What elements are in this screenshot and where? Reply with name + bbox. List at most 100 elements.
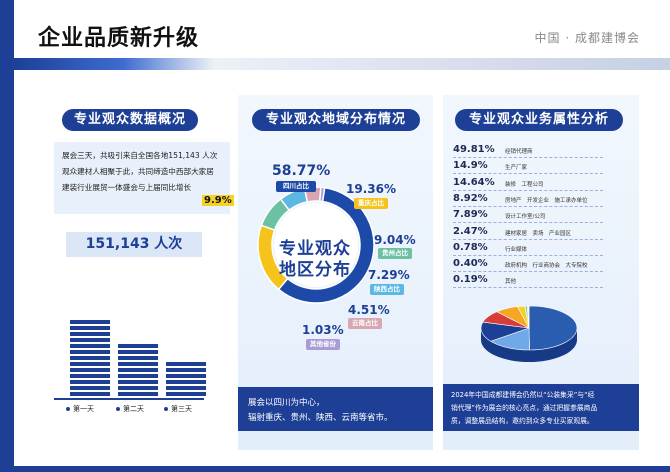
business-label: 政府机构 行业商协会 大专院校 bbox=[505, 263, 588, 270]
day-bar-segment bbox=[118, 356, 158, 360]
day-bar-segment bbox=[118, 368, 158, 372]
day-bar bbox=[70, 320, 110, 396]
day-bar-segment bbox=[70, 386, 110, 390]
business-pct: 0.19% bbox=[453, 274, 488, 286]
day-bar-segment bbox=[70, 326, 110, 330]
desc-line-1: 展会三天，共吸引来自全国各地151,143 人次 bbox=[62, 151, 218, 160]
day-bar-segment bbox=[118, 374, 158, 378]
daily-visitors-bar-chart bbox=[70, 320, 206, 396]
business-label: 生产厂家 bbox=[505, 165, 528, 172]
chongqing-tag: 重庆占比 bbox=[354, 198, 388, 209]
day2-label: 第二天 bbox=[116, 404, 144, 414]
region-summary: 展会以四川为中心， 辐射重庆、贵州、陕西、云南等省市。 bbox=[238, 387, 433, 431]
business-pct: 49.81% bbox=[453, 144, 495, 155]
business-pct: 14.9% bbox=[453, 160, 488, 172]
region-summary-line2: 辐射重庆、贵州、陕西、云南等省市。 bbox=[248, 413, 393, 423]
business-row: 8.92% 房地产 开发企业 施工承办单位 bbox=[453, 192, 603, 207]
brand-logo-text: 中国 · 成都建博会 bbox=[534, 31, 640, 45]
audience-overview-panel: 专业观众数据概况 展会三天，共吸引来自全国各地151,143 人次 观众建材人相… bbox=[40, 95, 234, 450]
day-bar-segment bbox=[70, 356, 110, 360]
region-summary-line1: 展会以四川为中心， bbox=[248, 398, 325, 408]
business-summary-line3: 质，调整展品结构，邀约到众多专业买家观展。 bbox=[451, 417, 594, 425]
business-label: 装修 工程公司 bbox=[505, 181, 544, 188]
day-bar-segment bbox=[166, 374, 206, 378]
day-bar-segment bbox=[70, 320, 110, 324]
day-bar-segment bbox=[118, 380, 158, 384]
business-row: 7.89% 设计工作室/公司 bbox=[453, 208, 603, 224]
other-tag: 其他省份 bbox=[306, 339, 340, 350]
business-label: 其他 bbox=[505, 279, 517, 286]
day-bar-segment bbox=[70, 332, 110, 336]
day-bar-segment bbox=[118, 386, 158, 390]
donut-hole bbox=[274, 203, 358, 287]
business-row: 0.40% 政府机构 行业商协会 大专院校 bbox=[453, 257, 603, 273]
business-pct: 7.89% bbox=[453, 209, 488, 221]
title-underline bbox=[14, 58, 214, 70]
day-bar-segment bbox=[166, 362, 206, 366]
guizhou-tag: 贵州占比 bbox=[378, 248, 412, 259]
business-row: 2.47% 建材家居 卖场 产业园区 bbox=[453, 225, 603, 240]
business-row: 0.78% 行业媒体 bbox=[453, 241, 603, 256]
business-attribute-panel: 专业观众业务属性分析 49.81% 经销代理商 14.9% 生产厂家 14.64% 装修 … bbox=[443, 95, 639, 450]
growth-highlight: 9.9% bbox=[202, 195, 234, 206]
region-donut-chart bbox=[257, 186, 375, 304]
sichuan-tag: 四川占比 bbox=[276, 181, 316, 192]
pie-slice bbox=[528, 305, 578, 351]
day-bar-segment bbox=[118, 344, 158, 348]
business-summary-line2: 销代理”作为展会的核心亮点，通过把握参展商品 bbox=[451, 404, 598, 412]
business-pie-chart bbox=[480, 305, 578, 362]
yunnan-pct: 4.51% bbox=[348, 303, 390, 317]
donut-center-line1: 专业观众 bbox=[279, 239, 351, 259]
day-bar-segment bbox=[118, 350, 158, 354]
bottom-accent-bar bbox=[0, 466, 670, 472]
day-bar-segment bbox=[118, 392, 158, 396]
business-summary: 2024年中国成都建博会仍然以“公装集采”与“经 销代理”作为展会的核心亮点，通… bbox=[443, 384, 639, 431]
day-bar-segment bbox=[118, 362, 158, 366]
day-bar-segment bbox=[70, 374, 110, 378]
yunnan-tag: 云南占比 bbox=[348, 318, 382, 329]
day-bar-segment bbox=[166, 386, 206, 390]
left-accent-bar bbox=[0, 0, 14, 472]
sichuan-pct: 58.77% bbox=[272, 163, 331, 179]
business-row: 14.64% 装修 工程公司 bbox=[453, 176, 603, 191]
business-label: 建材家居 卖场 产业园区 bbox=[505, 230, 572, 237]
business-label: 设计工作室/公司 bbox=[505, 214, 546, 221]
day-bar-segment bbox=[70, 380, 110, 384]
business-pct: 14.64% bbox=[453, 176, 495, 188]
pie-side bbox=[481, 328, 577, 362]
business-summary-line1: 2024年中国成都建博会仍然以“公装集采”与“经 bbox=[451, 391, 595, 399]
day-bar bbox=[118, 344, 158, 396]
chongqing-pct: 19.36% bbox=[346, 182, 396, 196]
day-bar-segment bbox=[166, 380, 206, 384]
day3-label: 第三天 bbox=[164, 404, 192, 414]
desc-line-2: 观众建材人相聚于此，共同缔造中西部大家居 bbox=[62, 167, 214, 176]
day-bar-segment bbox=[70, 392, 110, 396]
region-distribution-panel: 专业观众地域分布情况 专业观众 地区分布 58.77% 四川占比 19.36% … bbox=[238, 95, 433, 450]
page-title: 企业品质新升级 bbox=[38, 26, 200, 51]
business-pct: 0.40% bbox=[453, 258, 488, 270]
day-bar-segment bbox=[166, 392, 206, 396]
panel-title: 专业观众业务属性分析 bbox=[455, 109, 623, 131]
other-pct: 1.03% bbox=[302, 323, 344, 337]
business-label: 经销代理商 bbox=[505, 149, 533, 155]
panel-title: 专业观众数据概况 bbox=[62, 109, 198, 131]
header bbox=[14, 0, 670, 62]
day1-label: 第一天 bbox=[66, 404, 94, 414]
day-bar-segment bbox=[166, 368, 206, 372]
business-label: 行业媒体 bbox=[505, 246, 528, 253]
pie-slice bbox=[528, 305, 530, 329]
business-row: 14.9% 生产厂家 bbox=[453, 159, 603, 175]
day-bar-segment bbox=[70, 362, 110, 366]
business-row: 0.19% 其他 bbox=[453, 273, 603, 289]
donut-center-line2: 地区分布 bbox=[279, 260, 351, 280]
business-row: 49.81% 经销代理商 bbox=[453, 143, 603, 158]
donut-slice bbox=[318, 186, 326, 203]
day-bar-segment bbox=[70, 344, 110, 348]
business-pct: 2.47% bbox=[453, 225, 488, 237]
business-label: 房地产 开发企业 施工承办单位 bbox=[505, 197, 588, 204]
bar-axis bbox=[54, 398, 204, 400]
day-bar bbox=[166, 362, 206, 396]
shaanxi-pct: 7.29% bbox=[368, 268, 410, 282]
overview-description: 展会三天，共吸引来自全国各地151,143 人次 观众建材人相聚于此，共同缔造中… bbox=[54, 142, 234, 214]
